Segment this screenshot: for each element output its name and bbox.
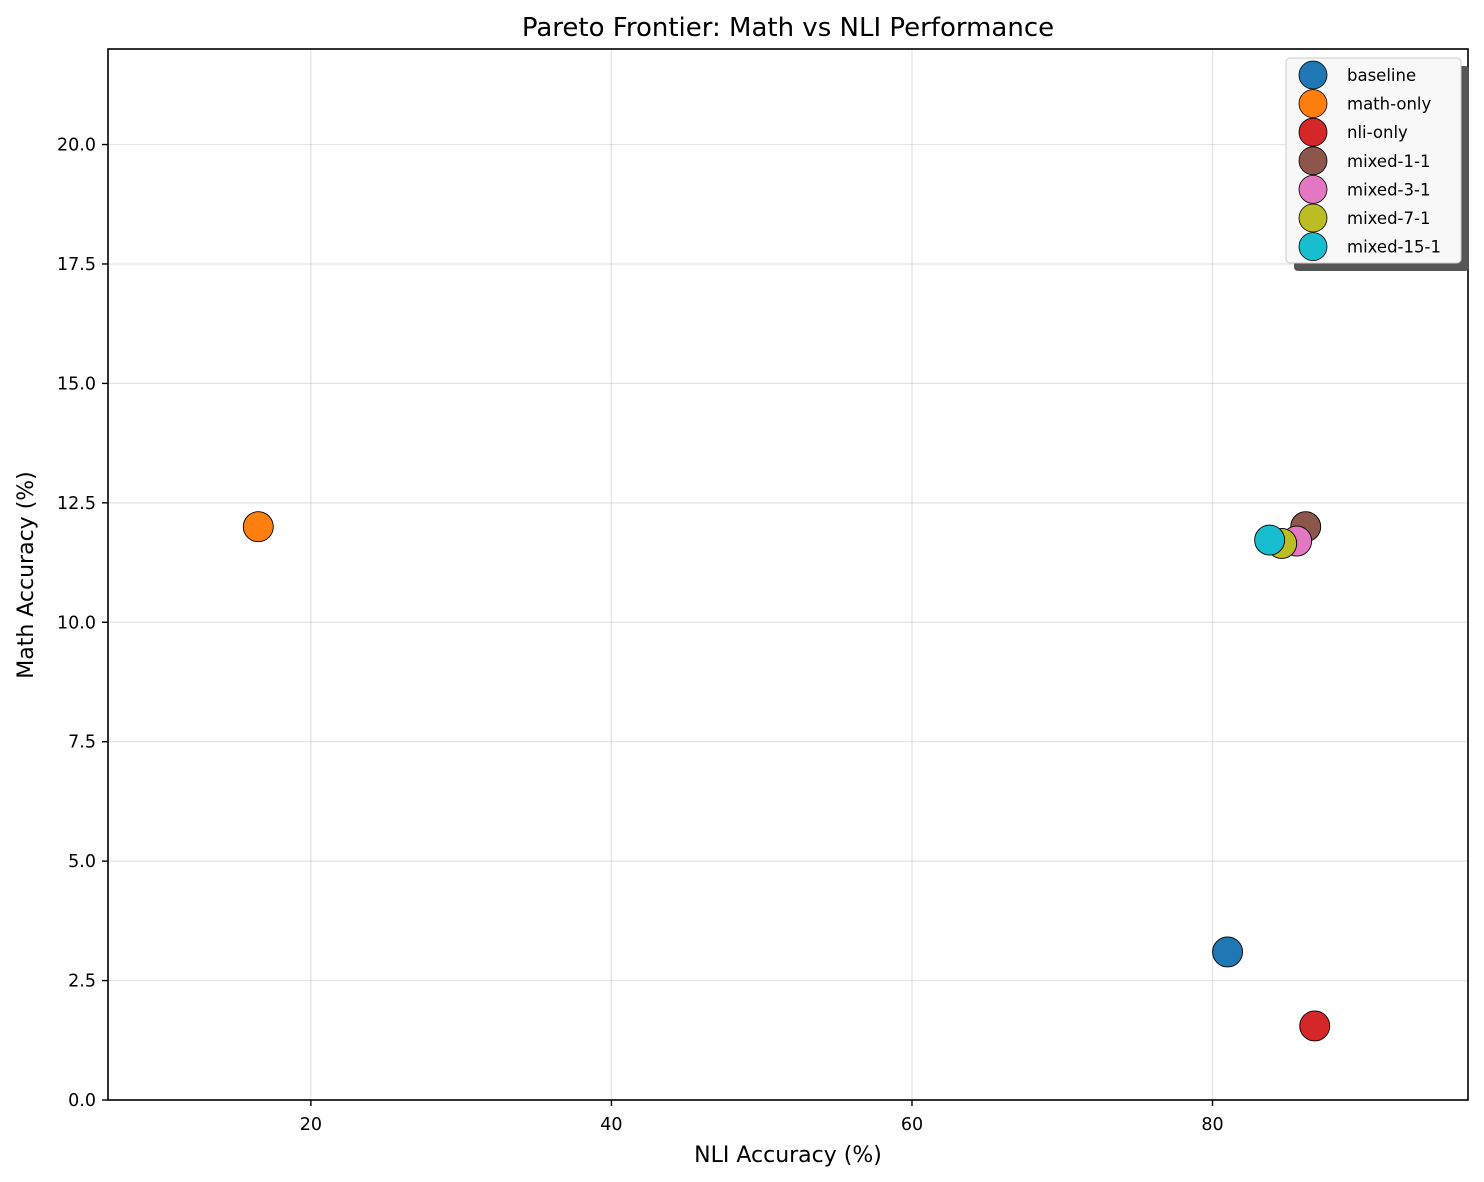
legend: baseline math-only nli-only mixed-1-1 mixed-… [1285,57,1465,267]
legend-marker-mixed-15-1 [1298,232,1328,262]
x-tick-label: 20 [300,1115,322,1135]
chart-title: Pareto Frontier: Math vs NLI Performance [522,13,1054,43]
legend-label-mixed-1-1: mixed-1-1 [1347,152,1430,171]
y-tick-label: 10.0 [57,613,96,633]
legend-marker-mixed-7-1 [1298,203,1328,233]
y-tick-label: 0.0 [68,1091,96,1111]
legend-label-mixed-7-1: mixed-7-1 [1347,209,1430,228]
x-tick-label: 80 [1201,1115,1223,1135]
y-axis-label: Math Accuracy (%) [14,471,39,679]
x-tick-label: 40 [600,1115,622,1135]
legend-label-mixed-3-1: mixed-3-1 [1347,180,1430,199]
point-nli-only [1299,1010,1331,1042]
legend-label-nli-only: nli-only [1347,123,1408,142]
legend-marker-math-only [1298,89,1328,118]
x-tick-label: 60 [901,1115,923,1135]
legend-label-mixed-15-1: mixed-15-1 [1347,238,1441,257]
y-tick-label: 15.0 [57,374,96,394]
legend-label-baseline: baseline [1347,66,1416,85]
data-points [242,511,1331,1042]
plot-frame [107,48,1469,1101]
y-tick-label: 20.0 [57,136,96,156]
legend-box [1285,57,1462,264]
legend-marker-mixed-1-1 [1298,146,1328,176]
point-math-only [242,511,274,543]
legend-items: baseline math-only nli-only mixed-1-1 mixed-… [1298,60,1441,262]
y-axis: 0.0 2.5 5.0 7.5 10.0 12.5 15.0 17.5 20.0 [57,136,108,1111]
legend-marker-baseline [1298,60,1328,90]
y-tick-label: 17.5 [57,255,96,275]
y-tick-label: 7.5 [68,733,96,753]
point-mixed-15-1 [1254,524,1286,556]
y-tick-label: 12.5 [57,494,96,514]
legend-marker-mixed-3-1 [1298,174,1328,204]
legend-marker-nli-only [1298,117,1328,147]
y-tick-label: 5.0 [68,852,96,872]
x-axis-label: NLI Accuracy (%) [694,1143,882,1168]
x-axis: 20 40 60 80 [300,1100,1224,1135]
y-tick-label: 2.5 [68,972,96,992]
legend-label-math-only: math-only [1347,95,1432,114]
point-baseline [1212,936,1244,968]
